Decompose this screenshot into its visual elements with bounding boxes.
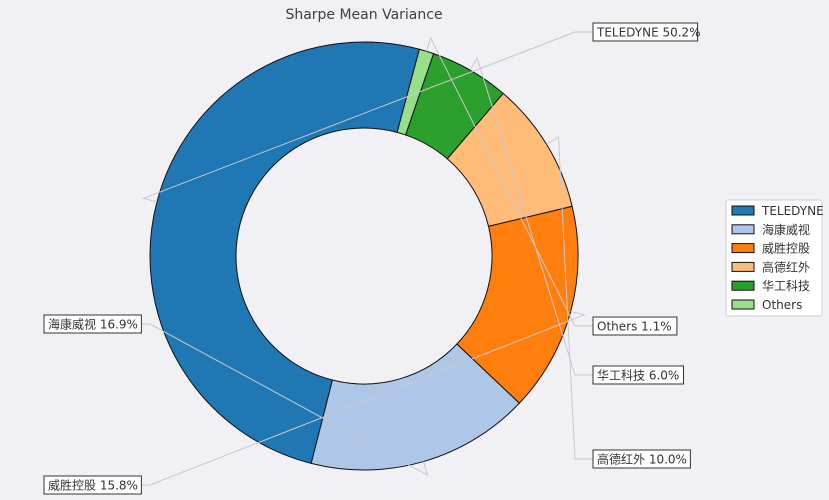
chart-title: Sharpe Mean Variance	[285, 7, 442, 23]
callouts-group: TELEDYNE 50.2% 海康威视 16.9% 威胜控股 15.8% 高德红外 1…	[43, 22, 701, 495]
callout-box-others	[592, 316, 678, 336]
legend-label-teledyne: TELEDYNE	[761, 204, 824, 218]
legend-label-威胜控股: 威胜控股	[762, 241, 810, 256]
legend-swatch-teledyne	[731, 205, 755, 216]
legend-swatch-威胜控股	[731, 243, 755, 254]
callout-box-teledyne	[592, 22, 699, 42]
callout-label-others: Others 1.1%	[597, 320, 672, 334]
callout-box-海康威视	[43, 314, 142, 334]
callout-label-高德红外: 高德红外 10.0%	[597, 452, 687, 467]
slice-others	[396, 48, 435, 136]
callout-label-海康威视: 海康威视 16.9%	[48, 317, 138, 332]
callout-box-高德红外	[592, 449, 691, 469]
legend-label-华工科技: 华工科技	[762, 279, 810, 293]
legend-label-others: Others	[762, 298, 802, 312]
legend-swatch-海康威视	[731, 224, 755, 235]
callout-label-华工科技: 华工科技 6.0%	[597, 369, 679, 383]
legend-swatch-others	[731, 299, 755, 310]
callout-label-威胜控股: 威胜控股 15.8%	[48, 478, 138, 493]
leader-line-威胜控股	[141, 310, 586, 486]
leader-line-华工科技	[469, 56, 593, 376]
callout-box-威胜控股	[43, 475, 142, 495]
leader-line-teledyne	[141, 31, 593, 203]
slice-teledyne	[149, 41, 420, 464]
leader-line-海康威视	[141, 323, 429, 477]
leader-line-高德红外	[546, 136, 593, 460]
legend-label-高德红外: 高德红外	[762, 259, 810, 274]
leader-line-others	[426, 36, 593, 327]
callout-box-华工科技	[592, 365, 684, 385]
legend-swatch-华工科技	[731, 280, 755, 291]
slices-group	[149, 41, 579, 471]
legend-swatch-高德红外	[731, 261, 755, 272]
callout-label-teledyne: TELEDYNE 50.2%	[596, 26, 701, 40]
legend-label-海康威视: 海康威视	[762, 222, 810, 237]
